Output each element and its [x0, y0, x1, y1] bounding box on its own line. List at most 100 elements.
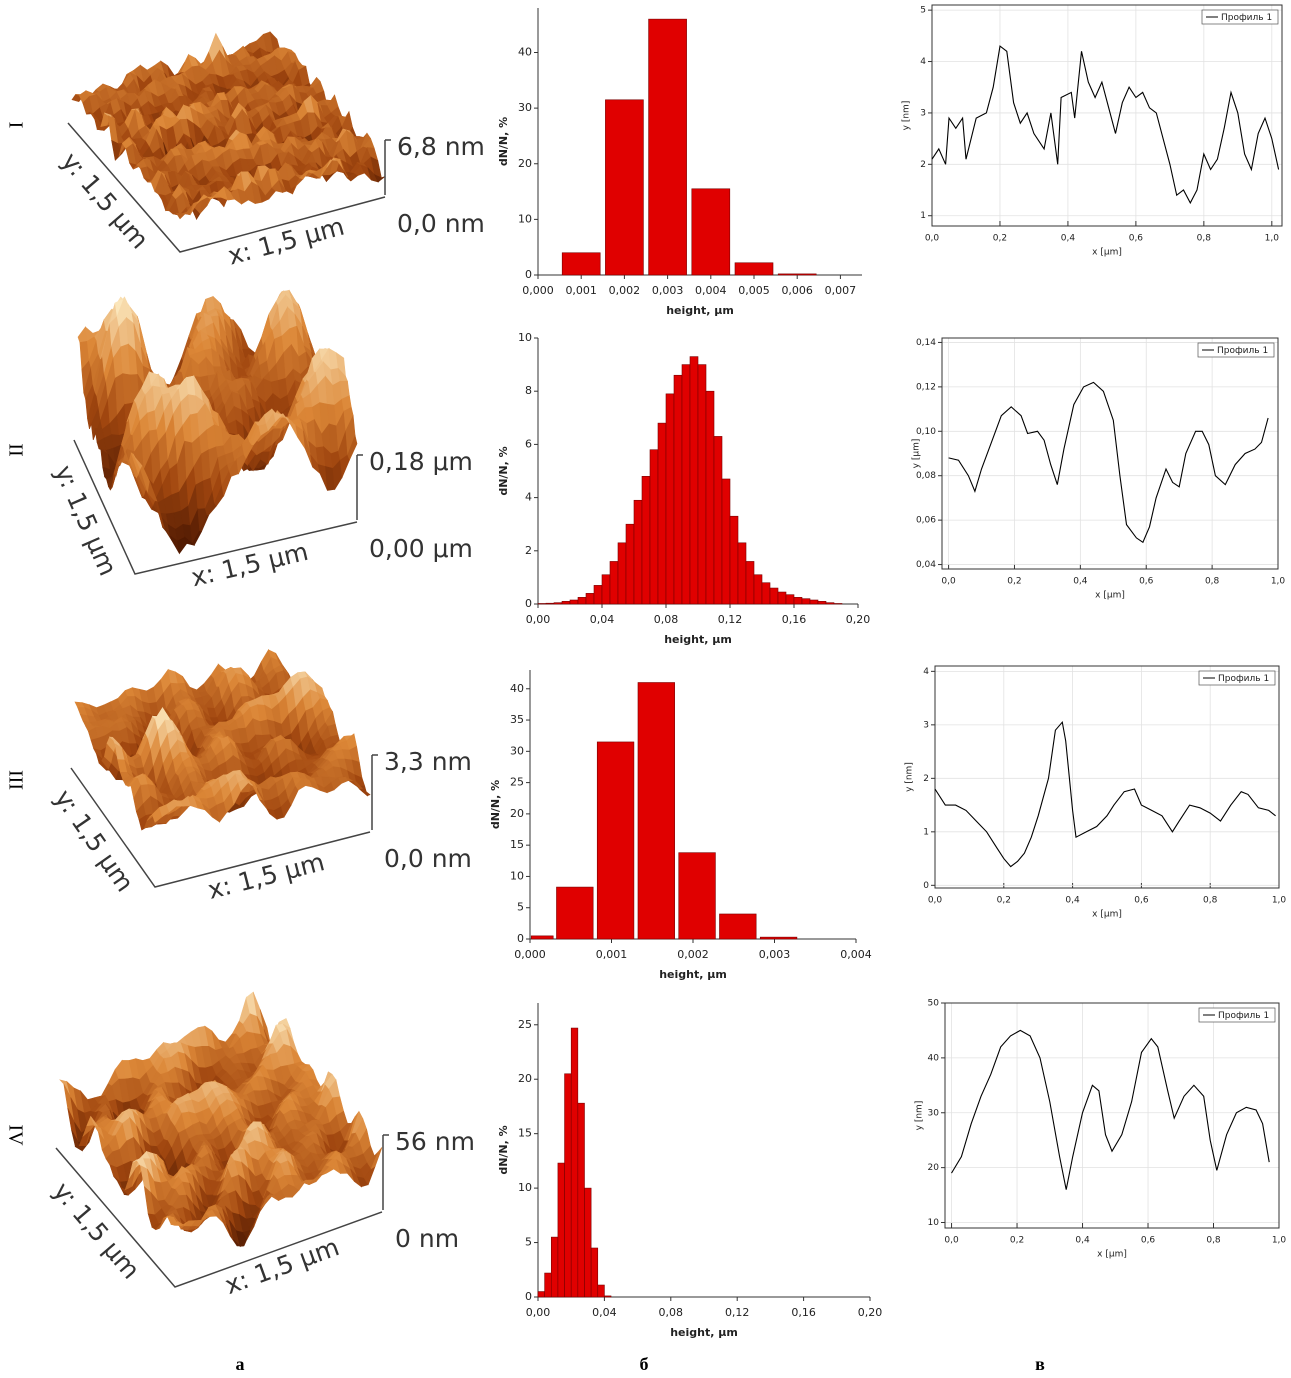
- bar: [618, 543, 626, 604]
- x-tick-label: 1,0: [1271, 577, 1286, 587]
- bar: [714, 436, 722, 604]
- column-label: а: [236, 1354, 245, 1374]
- y-tick-label: 20: [510, 807, 524, 820]
- x-tick-label: 0,6: [1134, 896, 1149, 906]
- y-tick-label: 6: [525, 437, 532, 450]
- x-tick-label: 0,002: [677, 948, 709, 961]
- z-bottom-label: 0,0 nm: [384, 844, 472, 873]
- bar: [818, 601, 826, 604]
- plot-frame: [935, 666, 1279, 888]
- bar: [794, 597, 802, 604]
- bar: [571, 1028, 578, 1297]
- x-tick-label: 1,0: [1265, 234, 1280, 244]
- bar: [738, 543, 746, 604]
- row-label: I: [4, 122, 26, 129]
- surface-3: [75, 650, 370, 830]
- y-axis-title: y [nm]: [905, 762, 915, 792]
- y-tick-label: 0,04: [916, 560, 936, 570]
- bar: [786, 595, 794, 604]
- x-axis-label: x: 1,5 μm: [188, 537, 311, 592]
- x-axis-label: x: 1,5 μm: [225, 212, 348, 271]
- y-tick-label: 2: [923, 774, 929, 784]
- plot-frame: [942, 338, 1278, 569]
- y-tick-label: 10: [518, 331, 532, 344]
- y-tick-label: 30: [928, 1108, 940, 1118]
- profile-line: [949, 382, 1269, 542]
- y-axis-title: dN/N, %: [497, 446, 510, 495]
- y-tick-label: 0: [517, 932, 524, 945]
- y-tick-label: 0: [525, 1290, 532, 1303]
- x-tick-label: 0,8: [1206, 1236, 1221, 1246]
- x-tick-label: 0,4: [1065, 896, 1080, 906]
- bar: [826, 603, 834, 604]
- z-top-label: 6,8 nm: [397, 132, 485, 161]
- y-tick-label: 10: [928, 1218, 940, 1228]
- x-tick-label: 0,004: [840, 948, 872, 961]
- x-tick-label: 0,6: [1139, 577, 1154, 587]
- x-axis-title: x [μm]: [1095, 591, 1125, 601]
- column-label: в: [1035, 1354, 1045, 1374]
- bar: [638, 683, 675, 939]
- y-tick-label: 4: [920, 57, 926, 67]
- y-tick-label: 2: [525, 544, 532, 557]
- x-tick-label: 0,2: [1010, 1236, 1024, 1246]
- bar: [598, 1285, 605, 1297]
- bar: [722, 479, 730, 604]
- x-tick-label: 0,20: [858, 1306, 883, 1319]
- bar: [551, 1237, 558, 1297]
- y-tick-label: 2: [920, 160, 926, 170]
- legend-label: Профиль 1: [1217, 346, 1268, 356]
- x-tick-label: 0,2: [993, 234, 1007, 244]
- x-tick-label: 0,16: [782, 613, 807, 626]
- y-tick-label: 40: [928, 1053, 940, 1063]
- y-tick-label: 0,12: [916, 382, 936, 392]
- y-axis-title: dN/N, %: [497, 117, 510, 166]
- x-tick-label: 0,000: [522, 284, 554, 297]
- bar: [531, 936, 553, 939]
- y-tick-label: 5: [920, 6, 926, 16]
- x-tick-label: 0,00: [526, 613, 551, 626]
- bar: [770, 588, 778, 604]
- x-tick-label: 0,6: [1129, 234, 1144, 244]
- row-label: IV: [4, 1124, 26, 1146]
- y-tick-label: 35: [510, 713, 524, 726]
- profile-line: [932, 46, 1279, 203]
- y-axis-title: y [nm]: [902, 101, 912, 131]
- x-tick-label: 0,00: [526, 1306, 551, 1319]
- bar: [778, 592, 786, 604]
- y-tick-label: 0,14: [916, 338, 936, 348]
- bar: [802, 599, 810, 604]
- y-axis-title: dN/N, %: [497, 1125, 510, 1174]
- z-bottom-label: 0,0 nm: [397, 209, 485, 238]
- bar: [692, 189, 730, 275]
- x-tick-label: 0,001: [596, 948, 628, 961]
- x-tick-label: 0,0: [928, 896, 943, 906]
- x-tick-label: 0,08: [659, 1306, 684, 1319]
- bar: [649, 19, 687, 275]
- x-tick-label: 0,4: [1073, 577, 1088, 587]
- y-tick-label: 4: [923, 667, 929, 677]
- x-tick-label: 0,003: [759, 948, 791, 961]
- x-tick-label: 0,006: [781, 284, 813, 297]
- y-tick-label: 15: [510, 838, 524, 851]
- x-tick-label: 0,2: [997, 896, 1011, 906]
- bar: [562, 601, 570, 604]
- bar: [556, 887, 593, 939]
- x-tick-label: 0,0: [941, 577, 956, 587]
- bar: [666, 394, 674, 604]
- y-tick-label: 40: [510, 682, 524, 695]
- bar: [682, 365, 690, 604]
- bar: [604, 1296, 611, 1297]
- bar: [602, 575, 610, 604]
- x-tick-label: 0,8: [1205, 577, 1220, 587]
- x-tick-label: 0,002: [609, 284, 641, 297]
- bar: [610, 561, 618, 604]
- y-axis-title: dN/N, %: [489, 780, 502, 829]
- bar: [605, 100, 643, 275]
- y-tick-label: 0: [923, 881, 929, 891]
- legend-label: Профиль 1: [1218, 1011, 1269, 1021]
- bar: [698, 365, 706, 604]
- bar: [597, 742, 634, 939]
- profile-line: [935, 722, 1276, 866]
- y-tick-label: 50: [928, 999, 940, 1009]
